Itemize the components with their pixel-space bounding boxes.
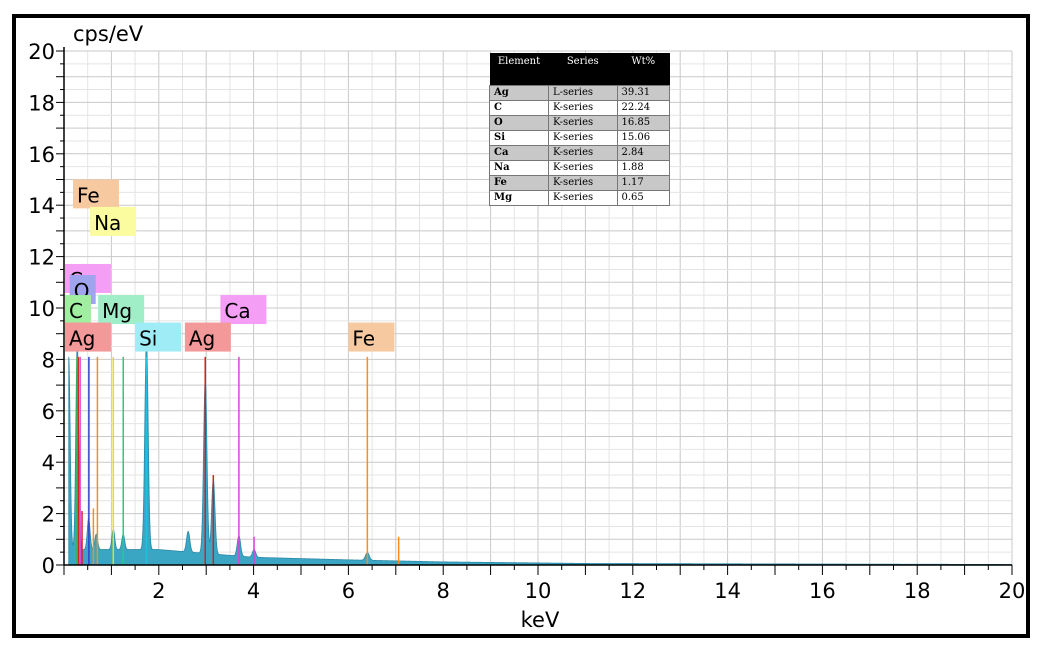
peak-label-bg bbox=[348, 322, 395, 352]
peak-label-bg bbox=[64, 322, 111, 352]
header-wt: Wt% bbox=[617, 53, 670, 86]
table-row: C K-series 22.24 bbox=[489, 100, 671, 116]
y-tick-label: 12 bbox=[28, 246, 55, 270]
cell-element: Ca bbox=[489, 145, 549, 161]
x-axis-label: keV bbox=[521, 608, 560, 632]
cell-wt: 39.31 bbox=[616, 85, 671, 101]
x-tick-label: 2 bbox=[152, 579, 165, 603]
table-row: Na K-series 1.88 bbox=[489, 160, 671, 176]
element-markers bbox=[76, 356, 400, 565]
header-series: Series bbox=[548, 53, 618, 86]
peak-label-text: Na bbox=[94, 211, 121, 235]
x-tick-label: 6 bbox=[342, 579, 355, 603]
cell-series: L-series bbox=[547, 85, 618, 101]
peak-label-na: Na bbox=[90, 206, 137, 236]
peak-label-text: Si bbox=[139, 327, 157, 351]
cell-wt: 1.88 bbox=[616, 160, 671, 176]
peak-label-text: Ag bbox=[189, 327, 215, 351]
cell-series: K-series bbox=[547, 160, 618, 176]
peak-label-bg bbox=[98, 295, 145, 325]
cell-series: K-series bbox=[547, 115, 618, 131]
x-tick-label: 16 bbox=[809, 579, 836, 603]
cell-wt: 16.85 bbox=[616, 115, 671, 131]
peak-label-bg bbox=[220, 295, 267, 325]
y-axis-label: cps/eV bbox=[73, 22, 144, 46]
cell-wt: 2.84 bbox=[616, 145, 671, 161]
table-row: Ag L-series 39.31 bbox=[489, 85, 671, 101]
x-tick-label: 8 bbox=[437, 579, 450, 603]
x-tick-label: 14 bbox=[714, 579, 741, 603]
spectrum-area bbox=[68, 338, 1013, 566]
y-tick-label: 6 bbox=[42, 400, 55, 424]
cell-wt: 1.17 bbox=[616, 175, 671, 191]
composition-table: Element Series Wt% Ag L-series 39.31 C K… bbox=[489, 53, 671, 206]
peak-label-text: C bbox=[69, 299, 83, 323]
peak-label-text: Fe bbox=[352, 327, 375, 351]
y-tick-label: 4 bbox=[42, 451, 55, 475]
peak-label-ag: Ag bbox=[184, 322, 231, 352]
axes: 2 4 6 8 10 12 14 16 18 20 0 2 4 6 8 10 12 14 16 18 20 bbox=[28, 40, 1025, 603]
cell-series: K-series bbox=[547, 130, 618, 146]
peak-label-ag: Ag bbox=[64, 322, 111, 352]
x-tick-label: 4 bbox=[247, 579, 260, 603]
peak-label-ca: Ca bbox=[220, 295, 267, 325]
table-row: Mg K-series 0.65 bbox=[489, 190, 671, 206]
cell-element: Si bbox=[489, 130, 549, 146]
y-tick-label: 10 bbox=[28, 297, 55, 321]
peak-label-text: Fe bbox=[77, 183, 100, 207]
y-tick-label: 8 bbox=[42, 348, 55, 372]
cell-element: O bbox=[489, 115, 549, 131]
cell-element: Ag bbox=[489, 85, 549, 101]
y-tick-label: 14 bbox=[28, 194, 55, 218]
cell-element: Mg bbox=[489, 190, 549, 206]
table-header-row: Element Series Wt% bbox=[489, 53, 670, 86]
y-tick-label: 0 bbox=[42, 554, 55, 578]
y-tick-label: 20 bbox=[28, 40, 55, 64]
peak-label-bg bbox=[135, 322, 182, 352]
x-tick-label: 12 bbox=[619, 579, 646, 603]
peak-label-bg bbox=[64, 295, 91, 325]
header-element: Element bbox=[489, 53, 549, 86]
cell-wt: 15.06 bbox=[616, 130, 671, 146]
table-row: O K-series 16.85 bbox=[489, 115, 671, 131]
y-tick-label: 18 bbox=[28, 91, 55, 115]
peak-label-fe: Fe bbox=[73, 179, 120, 209]
cell-wt: 0.65 bbox=[616, 190, 671, 206]
peak-label-si: Si bbox=[135, 322, 182, 352]
peak-label-fe: Fe bbox=[348, 322, 395, 352]
cell-series: K-series bbox=[547, 145, 618, 161]
peak-label-text: Mg bbox=[102, 299, 132, 323]
x-tick-label: 10 bbox=[525, 579, 552, 603]
cell-wt: 22.24 bbox=[616, 100, 671, 116]
table-row: Si K-series 15.06 bbox=[489, 130, 671, 146]
peak-label-mg: Mg bbox=[98, 295, 145, 325]
table-row: Ca K-series 2.84 bbox=[489, 145, 671, 161]
peak-label-text: Ca bbox=[224, 299, 250, 323]
peak-label-text: Ag bbox=[69, 327, 95, 351]
cell-series: K-series bbox=[547, 100, 618, 116]
table-row: Fe K-series 1.17 bbox=[489, 175, 671, 191]
cell-series: K-series bbox=[547, 175, 618, 191]
y-tick-label: 2 bbox=[42, 503, 55, 527]
cell-element: Fe bbox=[489, 175, 549, 191]
x-tick-label: 20 bbox=[999, 579, 1026, 603]
spectrum-series bbox=[68, 338, 1013, 566]
peak-label-c: C bbox=[64, 295, 91, 325]
y-tick-label: 16 bbox=[28, 143, 55, 167]
cell-element: Na bbox=[489, 160, 549, 176]
peak-label-bg bbox=[73, 179, 120, 209]
cell-element: C bbox=[489, 100, 549, 116]
x-tick-label: 18 bbox=[904, 579, 931, 603]
peak-labels: FeNaCaOCMgCaAgSiAgFe bbox=[64, 179, 395, 352]
cell-series: K-series bbox=[547, 190, 618, 206]
peak-label-bg bbox=[90, 206, 137, 236]
peak-label-bg bbox=[184, 322, 231, 352]
